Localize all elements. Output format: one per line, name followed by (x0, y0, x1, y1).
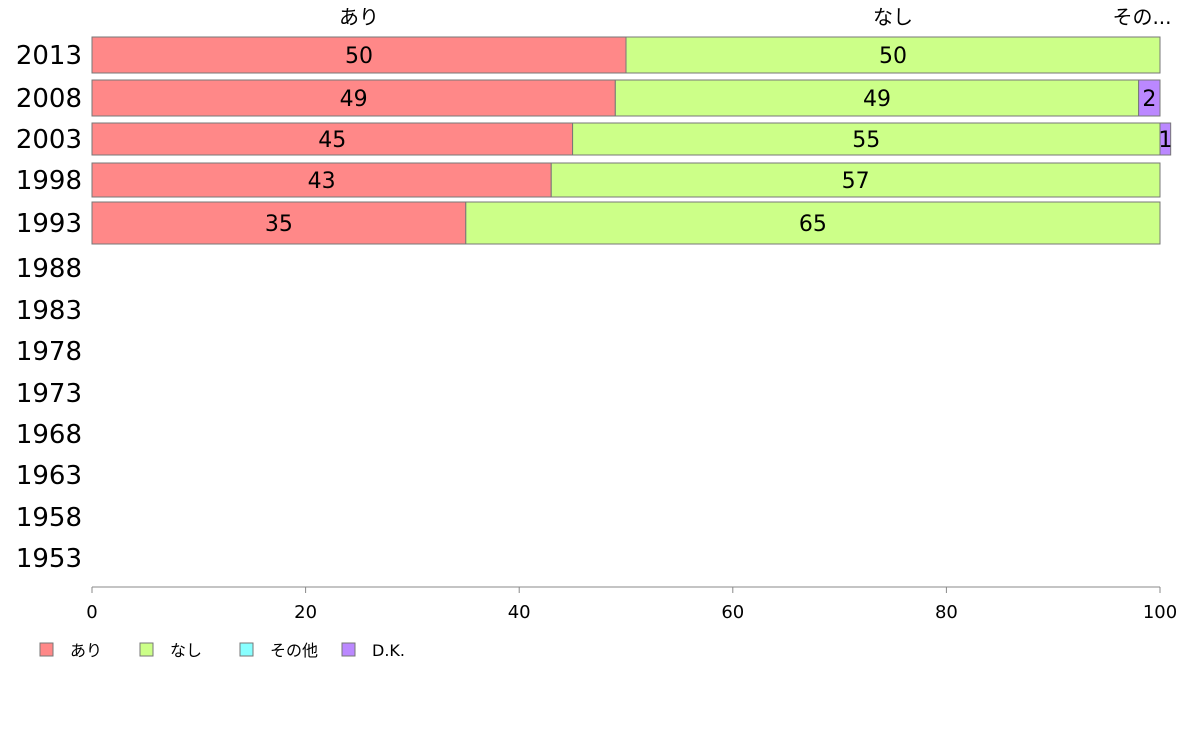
top-series-label: その... (1112, 5, 1171, 29)
legend-swatch-あり (39, 642, 54, 657)
x-tick-label: 80 (935, 602, 958, 623)
x-tick-label: 20 (294, 602, 317, 623)
legend-swatch-なし (139, 642, 154, 657)
legend-swatch-D.K. (341, 642, 356, 657)
bar-2003-あり (91, 122, 574, 156)
x-tick-label: 40 (508, 602, 531, 623)
bar-value-label: 43 (308, 169, 336, 194)
year-label-2003: 2003 (16, 125, 82, 155)
legend-label: D.K. (372, 641, 405, 660)
year-label-1968: 1968 (16, 420, 82, 450)
bar-1998-あり (91, 162, 552, 198)
year-label-1973: 1973 (16, 379, 82, 409)
bar-value-label: 65 (799, 212, 827, 237)
bar-value-label: 1 (1158, 128, 1172, 153)
year-label-1993: 1993 (16, 209, 82, 239)
year-label-1953: 1953 (16, 544, 82, 574)
year-label-1988: 1988 (16, 254, 82, 284)
bar-2008-なし (614, 79, 1140, 117)
x-tick-label: 100 (1143, 602, 1177, 623)
x-tick-label: 0 (86, 602, 97, 623)
bar-1993-あり (91, 201, 467, 245)
bar-1993-なし (465, 201, 1161, 245)
year-label-2008: 2008 (16, 84, 82, 114)
bar-value-label: 49 (340, 87, 368, 112)
legend-swatch-その他 (239, 642, 254, 657)
bar-value-label: 49 (863, 87, 891, 112)
year-label-1983: 1983 (16, 296, 82, 326)
bar-value-label: 2 (1142, 87, 1156, 112)
bar-2003-D.K. (1159, 122, 1172, 156)
year-label-1958: 1958 (16, 503, 82, 533)
legend-label: その他 (270, 641, 318, 660)
legend-label: なし (170, 641, 202, 660)
bar-1998-なし (550, 162, 1161, 198)
top-series-label: あり (339, 5, 379, 29)
bar-2013-なし (625, 36, 1161, 74)
year-label-2013: 2013 (16, 41, 82, 71)
year-label-1978: 1978 (16, 337, 82, 367)
bar-value-label: 50 (345, 44, 373, 69)
year-label-1998: 1998 (16, 166, 82, 196)
bar-value-label: 50 (879, 44, 907, 69)
bar-2003-なし (572, 122, 1161, 156)
bar-value-label: 57 (842, 169, 870, 194)
bar-2008-あり (91, 79, 616, 117)
bar-value-label: 55 (852, 128, 880, 153)
x-tick-label: 60 (721, 602, 744, 623)
top-series-label: なし (873, 5, 913, 29)
bar-value-label: 35 (265, 212, 293, 237)
bar-2008-D.K. (1138, 79, 1161, 117)
year-label-1963: 1963 (16, 461, 82, 491)
legend-label: あり (70, 641, 102, 660)
bar-2013-あり (91, 36, 627, 74)
bar-value-label: 45 (318, 128, 346, 153)
